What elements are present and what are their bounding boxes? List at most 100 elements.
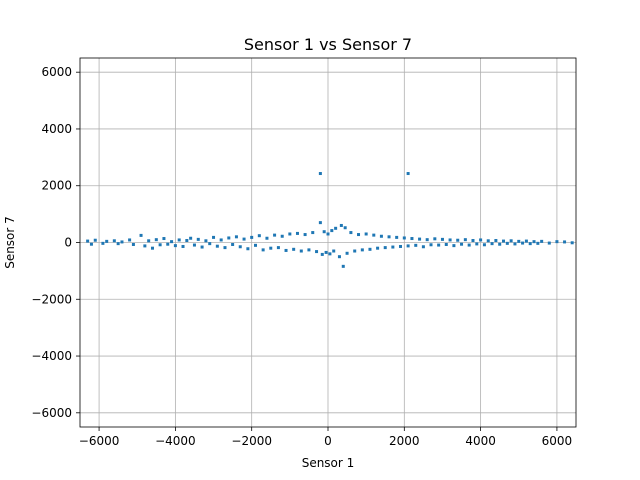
scatter-point [101, 241, 105, 245]
scatter-point [368, 247, 372, 251]
scatter-point [208, 242, 212, 246]
x-axis-label: Sensor 1 [302, 456, 355, 470]
scatter-point [196, 237, 200, 241]
scatter-point [166, 242, 170, 246]
scatter-point [509, 239, 513, 243]
scatter-point [391, 245, 395, 249]
scatter-point [284, 248, 288, 252]
y-tick-label: −2000 [31, 292, 72, 306]
scatter-point [440, 237, 444, 241]
scatter-point [467, 243, 471, 247]
scatter-point [212, 235, 216, 239]
scatter-point [299, 249, 303, 253]
scatter-point [147, 239, 151, 243]
scatter-point [231, 242, 235, 246]
scatter-point [505, 241, 509, 245]
scatter-point [547, 241, 551, 245]
scatter-point [463, 238, 467, 242]
scatter-point [410, 237, 414, 241]
y-tick-label: −4000 [31, 349, 72, 363]
scatter-point [402, 236, 406, 240]
scatter-point [322, 230, 326, 234]
scatter-point [86, 239, 90, 243]
x-tick-label: 4000 [465, 434, 496, 448]
y-axis-ticks: −6000 −4000 −2000 0 2000 4000 6000 [31, 65, 80, 420]
scatter-point [502, 239, 506, 243]
y-axis-label: Sensor 7 [3, 216, 17, 269]
y-tick-label: 6000 [41, 65, 72, 79]
scatter-point [307, 248, 311, 252]
scatter-point [418, 237, 422, 241]
scatter-point [360, 248, 364, 252]
x-tick-label: −2000 [231, 434, 272, 448]
x-tick-label: −4000 [155, 434, 196, 448]
scatter-point [292, 247, 296, 251]
scatter-point [498, 242, 502, 246]
scatter-point [227, 236, 231, 240]
scatter-point [219, 238, 223, 242]
scatter-point [357, 233, 361, 237]
scatter-point [324, 250, 328, 254]
scatter-point [425, 238, 429, 242]
scatter-points [86, 172, 574, 268]
scatter-point [242, 237, 246, 241]
scatter-point [376, 246, 380, 250]
scatter-point [246, 247, 250, 251]
scatter-point [257, 234, 261, 238]
scatter-point [261, 248, 265, 252]
scatter-point [563, 240, 567, 244]
scatter-point [265, 236, 269, 240]
scatter-point [303, 233, 307, 237]
scatter-point [372, 233, 376, 237]
scatter-point [437, 243, 441, 247]
scatter-point [185, 239, 189, 243]
scatter-point [143, 244, 147, 248]
scatter-point [345, 251, 349, 255]
scatter-point [521, 241, 525, 245]
scatter-point [460, 242, 464, 246]
scatter-point [139, 233, 143, 237]
scatter-point [177, 238, 181, 242]
scatter-point [311, 231, 315, 235]
scatter-point [486, 239, 490, 243]
scatter-point [379, 234, 383, 238]
scatter-point [204, 239, 208, 243]
scatter-point [513, 242, 517, 246]
scatter-point [131, 242, 135, 246]
x-axis-ticks: −6000 −4000 −2000 0 2000 4000 6000 [79, 427, 572, 448]
scatter-point [475, 242, 479, 246]
scatter-point [332, 249, 336, 253]
x-tick-label: −6000 [79, 434, 120, 448]
scatter-point [112, 239, 116, 243]
y-tick-label: 2000 [41, 179, 72, 193]
scatter-point [406, 172, 410, 176]
y-tick-label: −6000 [31, 406, 72, 420]
scatter-point [162, 237, 166, 241]
scatter-point [200, 245, 204, 249]
scatter-point [444, 242, 448, 246]
scatter-point [414, 243, 418, 247]
scatter-point [215, 244, 219, 248]
scatter-point [528, 242, 532, 246]
scatter-point [93, 238, 97, 242]
x-tick-label: 2000 [389, 434, 420, 448]
scatter-point [456, 238, 460, 242]
scatter-point [540, 239, 544, 243]
scatter-point [433, 237, 437, 241]
scatter-point [398, 244, 402, 248]
scatter-point [452, 244, 456, 248]
scatter-point [288, 232, 292, 236]
scatter-point [326, 232, 330, 236]
scatter-point [128, 238, 132, 242]
y-tick-label: 4000 [41, 122, 72, 136]
scatter-point [517, 239, 521, 243]
scatter-point [328, 252, 332, 256]
scatter-point [320, 252, 324, 256]
scatter-point [337, 255, 341, 259]
scatter-point [89, 242, 93, 246]
scatter-point [383, 246, 387, 250]
scatter-point [276, 246, 280, 250]
scatter-point [250, 235, 254, 239]
scatter-point [173, 244, 177, 248]
